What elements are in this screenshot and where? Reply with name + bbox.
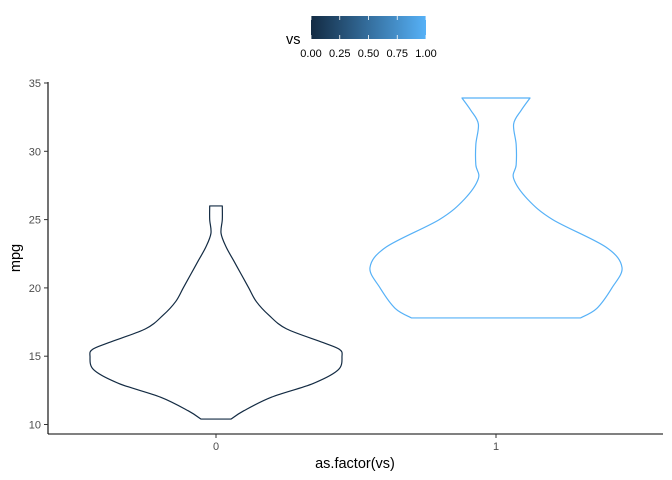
legend: vs 0.00 0.25 0.50 0.75 1.00 xyxy=(286,16,437,60)
colorbar-tick-label: 1.00 xyxy=(415,48,436,60)
y-axis-ticks: 10 15 20 25 30 35 xyxy=(29,78,48,432)
colorbar-tick-label: 0.75 xyxy=(387,48,408,60)
x-axis-title: as.factor(vs) xyxy=(315,456,395,472)
y-tick-label: 20 xyxy=(29,283,41,295)
y-axis-title: mpg xyxy=(8,244,24,272)
colorbar-tick-label: 0.00 xyxy=(300,48,321,60)
colorbar-tick-label: 0.25 xyxy=(329,48,350,60)
legend-title: vs xyxy=(286,32,301,48)
colorbar xyxy=(311,16,426,39)
y-tick-label: 25 xyxy=(29,215,41,227)
y-tick-label: 30 xyxy=(29,146,41,158)
x-tick-label: 0 xyxy=(213,441,219,453)
y-tick-label: 15 xyxy=(29,351,41,363)
y-tick-label: 10 xyxy=(29,420,41,432)
violin-0 xyxy=(89,205,343,420)
violin-1 xyxy=(369,97,623,319)
colorbar-tick-label: 0.50 xyxy=(358,48,379,60)
x-tick-label: 1 xyxy=(493,441,499,453)
violins xyxy=(89,97,623,420)
colorbar-labels: 0.00 0.25 0.50 0.75 1.00 xyxy=(300,48,436,60)
colorbar-ticks xyxy=(310,16,427,39)
y-tick-label: 35 xyxy=(29,78,41,90)
